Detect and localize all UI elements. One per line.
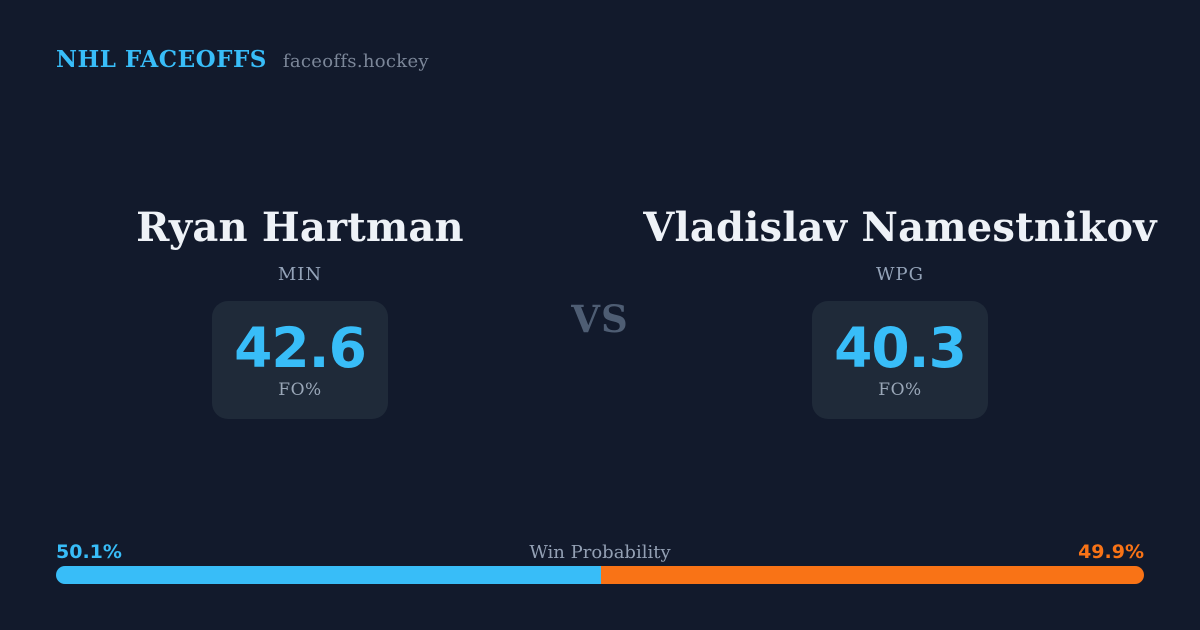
stat-label-right: FO% xyxy=(878,379,922,400)
header: NHL FACEOFFS faceoffs.hockey xyxy=(56,46,429,73)
win-probability-bar xyxy=(56,566,1144,584)
site-url: faceoffs.hockey xyxy=(282,51,429,72)
stat-card-right: 40.3 FO% xyxy=(812,301,988,419)
vs-label: VS xyxy=(571,297,629,341)
team-abbr-right: WPG xyxy=(876,264,924,285)
player-name-right: Vladislav Namestnikov xyxy=(643,204,1157,251)
win-probability-title: Win Probability xyxy=(529,542,671,563)
team-abbr-left: MIN xyxy=(277,264,323,285)
win-probability-labels: 50.1% Win Probability 49.9% xyxy=(56,541,1144,565)
player-name-left: Ryan Hartman xyxy=(136,204,464,251)
win-probability-right-pct: 49.9% xyxy=(1078,541,1144,563)
stat-label-left: FO% xyxy=(278,379,322,400)
win-bar-right xyxy=(601,566,1144,584)
stat-value-left: 42.6 xyxy=(234,315,367,380)
win-probability-left-pct: 50.1% xyxy=(56,541,122,563)
player-panel-right: Vladislav Namestnikov WPG 40.3 FO% xyxy=(600,206,1200,419)
stat-card-left: 42.6 FO% xyxy=(212,301,388,419)
stat-value-right: 40.3 xyxy=(834,315,967,380)
brand-title: NHL FACEOFFS xyxy=(56,46,267,73)
win-bar-left xyxy=(56,566,602,584)
player-panel-left: Ryan Hartman MIN 42.6 FO% xyxy=(0,206,600,419)
